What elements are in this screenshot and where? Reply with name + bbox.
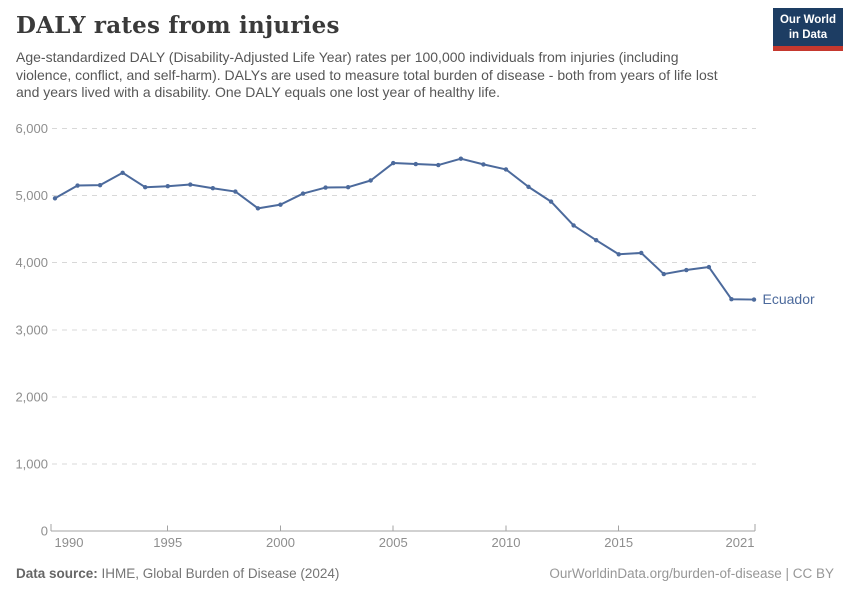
svg-text:1995: 1995 [153, 535, 182, 550]
x-axis: 1990 1995 2000 2005 2010 2015 2021 [50, 524, 756, 550]
owid-logo-line1: Our World [779, 14, 836, 26]
owid-logo-line2: in Data [788, 28, 828, 41]
svg-text:2021: 2021 [726, 535, 755, 550]
data-source-text: IHME, Global Burden of Disease (2024) [101, 566, 340, 581]
credit-link[interactable]: OurWorldinData.org/burden-of-disease | C… [549, 566, 834, 581]
y-axis-tick-labels: 0 1,000 2,000 3,000 4,000 5,000 6,000 [15, 121, 48, 539]
y-gridlines [52, 128, 756, 465]
svg-text:1990: 1990 [55, 535, 84, 550]
svg-text:2005: 2005 [379, 535, 408, 550]
chart-title: DALY rates from injuries [16, 12, 340, 39]
entity-label[interactable]: Ecuador [763, 291, 815, 307]
owid-logo[interactable]: Our World in Data [772, 8, 843, 51]
svg-text:2015: 2015 [604, 535, 633, 550]
svg-text:2,000: 2,000 [15, 389, 48, 404]
series-line-ecuador[interactable] [54, 157, 755, 301]
svg-text:4,000: 4,000 [15, 255, 48, 270]
svg-text:3,000: 3,000 [15, 322, 48, 337]
data-source: Data source: IHME, Global Burden of Dise… [16, 566, 339, 581]
svg-text:6,000: 6,000 [15, 121, 48, 136]
svg-text:5,000: 5,000 [15, 188, 48, 203]
svg-text:1,000: 1,000 [15, 456, 48, 471]
svg-text:0: 0 [41, 524, 48, 539]
chart-subtitle: Age-standardized DALY (Disability-Adjust… [16, 49, 718, 100]
data-source-label: Data source: [16, 566, 98, 581]
svg-text:2000: 2000 [266, 535, 295, 550]
svg-text:2010: 2010 [492, 535, 521, 550]
series-points-ecuador[interactable] [52, 156, 757, 302]
